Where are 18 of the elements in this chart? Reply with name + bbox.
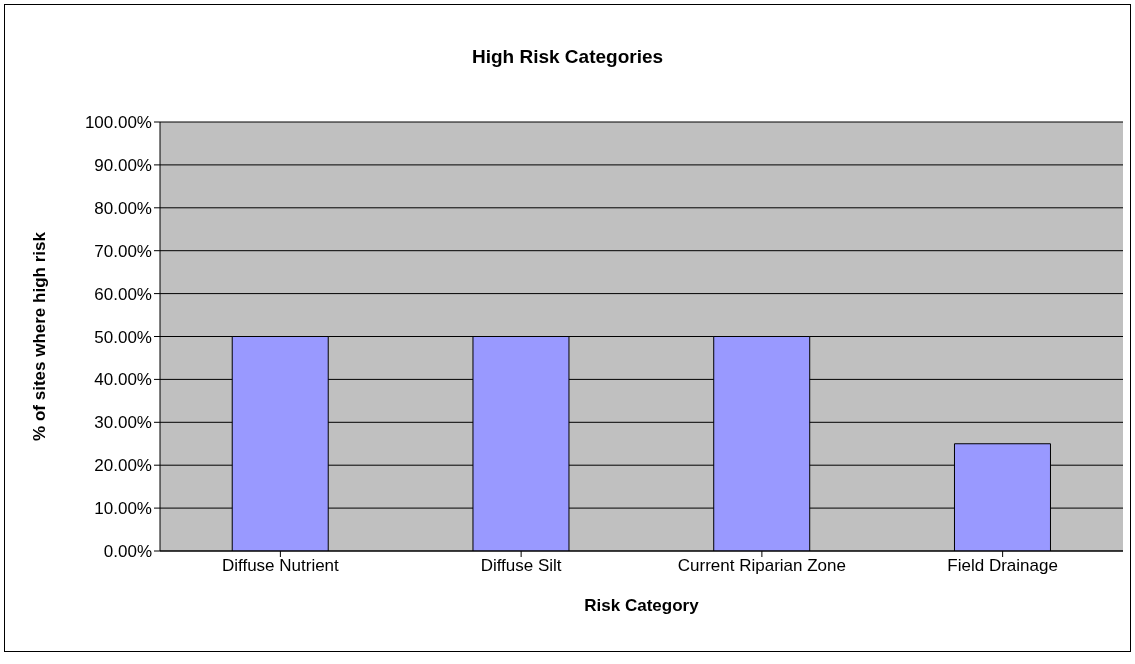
y-tick-label: 20.00%: [94, 456, 152, 476]
y-tick-label: 10.00%: [94, 499, 152, 519]
x-axis-title: Risk Category: [584, 596, 700, 615]
y-tick-label: 30.00%: [94, 413, 152, 433]
x-tick-label: Current Riparian Zone: [677, 556, 846, 576]
x-tick-label: Diffuse Silt: [480, 556, 562, 576]
y-tick-label: 40.00%: [94, 370, 152, 390]
y-tick-label: 100.00%: [84, 113, 152, 133]
chart-title: High Risk Categories: [470, 46, 665, 68]
y-tick-label: 90.00%: [94, 155, 152, 175]
y-tick-label: 50.00%: [94, 327, 152, 347]
x-tick-label: Diffuse Nutrient: [221, 556, 340, 576]
y-tick-label: 60.00%: [94, 284, 152, 304]
y-tick-label: 80.00%: [94, 198, 152, 218]
y-tick-label: 0.00%: [103, 542, 152, 562]
y-tick-label: 70.00%: [94, 241, 152, 261]
x-tick-label: Field Drainage: [947, 556, 1058, 576]
y-axis-title: % of sites where high risk: [30, 231, 50, 441]
